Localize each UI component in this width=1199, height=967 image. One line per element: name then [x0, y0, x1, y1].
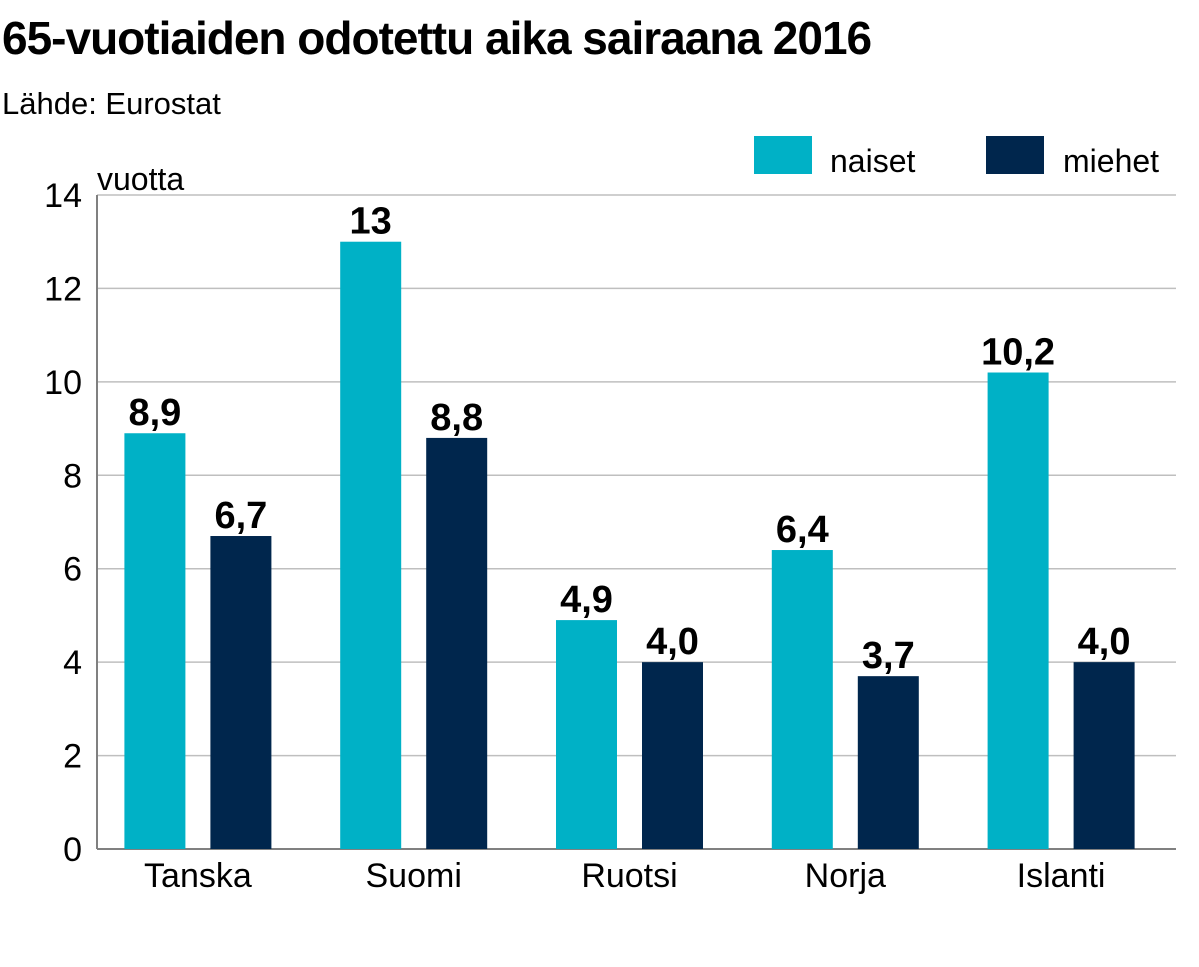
- y-tick-label: 6: [63, 551, 82, 589]
- bar-miehet-islanti: [1073, 662, 1135, 849]
- y-tick-label: 8: [63, 457, 82, 495]
- data-label-miehet-suomi: 8,8: [430, 397, 483, 439]
- legend-label-miehet: miehet: [1063, 143, 1159, 179]
- legend-swatch-naiset: [754, 136, 812, 174]
- data-label-miehet-norja: 3,7: [862, 635, 915, 677]
- legend-label-naiset: naiset: [830, 143, 916, 179]
- chart-title: 65-vuotiaiden odotettu aika sairaana 201…: [2, 12, 872, 64]
- x-category-label: Ruotsi: [581, 857, 677, 895]
- bar-naiset-tanska: [124, 433, 186, 849]
- bar-naiset-islanti: [987, 372, 1049, 849]
- data-label-naiset-norja: 6,4: [776, 509, 829, 551]
- bar-naiset-ruotsi: [556, 620, 617, 849]
- data-label-naiset-suomi: 13: [350, 201, 392, 243]
- bar-naiset-norja: [771, 550, 833, 849]
- data-label-miehet-ruotsi: 4,0: [646, 621, 699, 663]
- data-labels: 8,9 6,7 13 8,8 4,9 4,0 6,4 3,7 10,2 4,0: [128, 201, 1130, 677]
- legend: naiset miehet: [754, 136, 1159, 179]
- bar-miehet-suomi: [426, 437, 488, 849]
- bar-miehet-norja: [857, 676, 919, 849]
- data-label-naiset-islanti: 10,2: [981, 332, 1055, 374]
- x-category-label: Norja: [805, 857, 886, 895]
- y-tick-label: 14: [44, 177, 82, 215]
- data-label-naiset-tanska: 8,9: [128, 392, 181, 434]
- legend-swatch-miehet: [986, 136, 1044, 174]
- x-category-label: Islanti: [1017, 857, 1106, 895]
- x-category-label: Tanska: [144, 857, 252, 895]
- chart-subtitle: Lähde: Eurostat: [2, 86, 221, 121]
- y-tick-label: 0: [63, 831, 82, 869]
- y-tick-label: 12: [44, 270, 82, 308]
- bar-miehet-tanska: [210, 536, 272, 849]
- bar-naiset-suomi: [340, 241, 402, 849]
- data-label-miehet-islanti: 4,0: [1078, 621, 1131, 663]
- bars: [124, 241, 1135, 849]
- y-tick-label: 10: [44, 364, 82, 402]
- x-axis-categories: Tanska Suomi Ruotsi Norja Islanti: [144, 857, 1105, 895]
- y-axis-ticks: 0 2 4 6 8 10 12 14: [44, 177, 82, 869]
- y-tick-label: 2: [63, 738, 82, 776]
- y-axis-unit-label: vuotta: [97, 161, 184, 197]
- data-label-miehet-tanska: 6,7: [214, 495, 267, 537]
- x-category-label: Suomi: [366, 857, 462, 895]
- bar-miehet-ruotsi: [642, 662, 703, 849]
- y-tick-label: 4: [63, 644, 82, 682]
- data-label-naiset-ruotsi: 4,9: [560, 579, 613, 621]
